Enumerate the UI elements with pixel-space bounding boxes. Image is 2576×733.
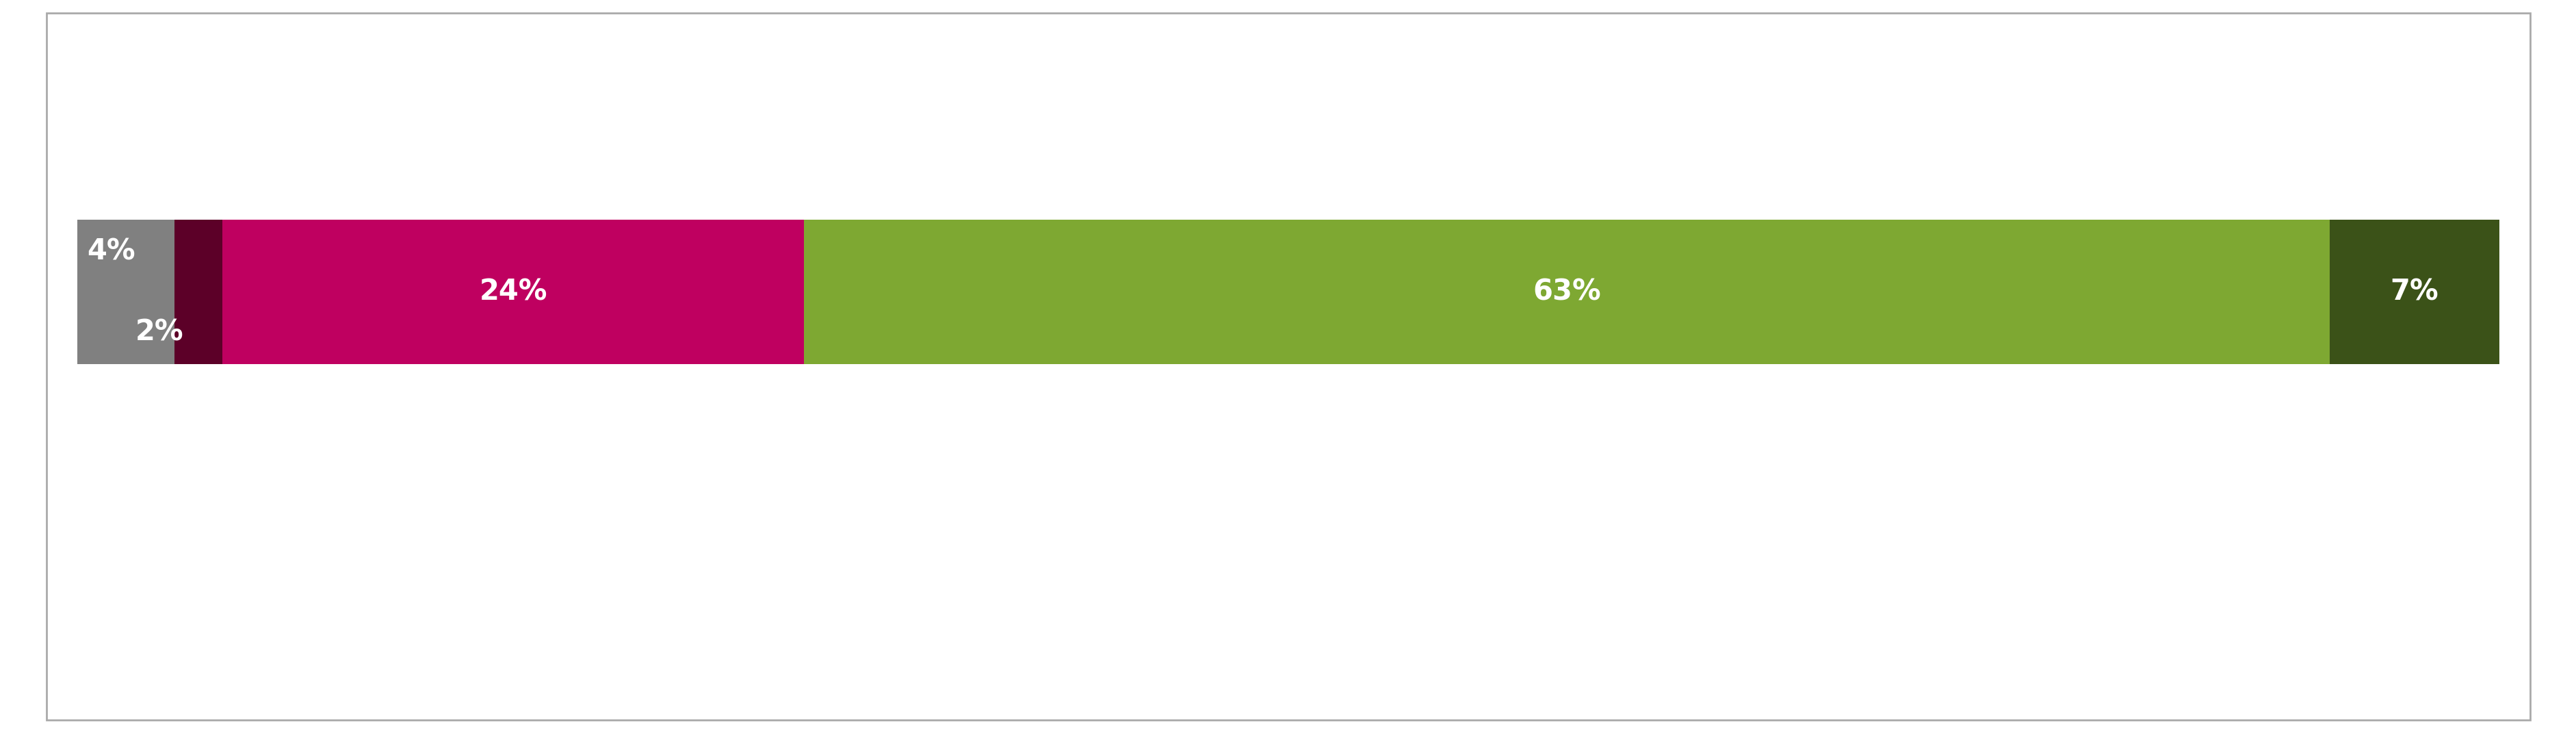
Text: 7%: 7% bbox=[2391, 278, 2437, 306]
Text: 63%: 63% bbox=[1533, 278, 1600, 306]
Text: 24%: 24% bbox=[479, 278, 546, 306]
Bar bbox=[175, 220, 222, 364]
Bar bbox=[77, 220, 175, 364]
Bar bbox=[222, 220, 804, 364]
Text: 4%: 4% bbox=[88, 237, 137, 266]
Bar bbox=[804, 220, 2329, 364]
Text: 2%: 2% bbox=[137, 318, 183, 347]
Bar bbox=[2329, 220, 2499, 364]
